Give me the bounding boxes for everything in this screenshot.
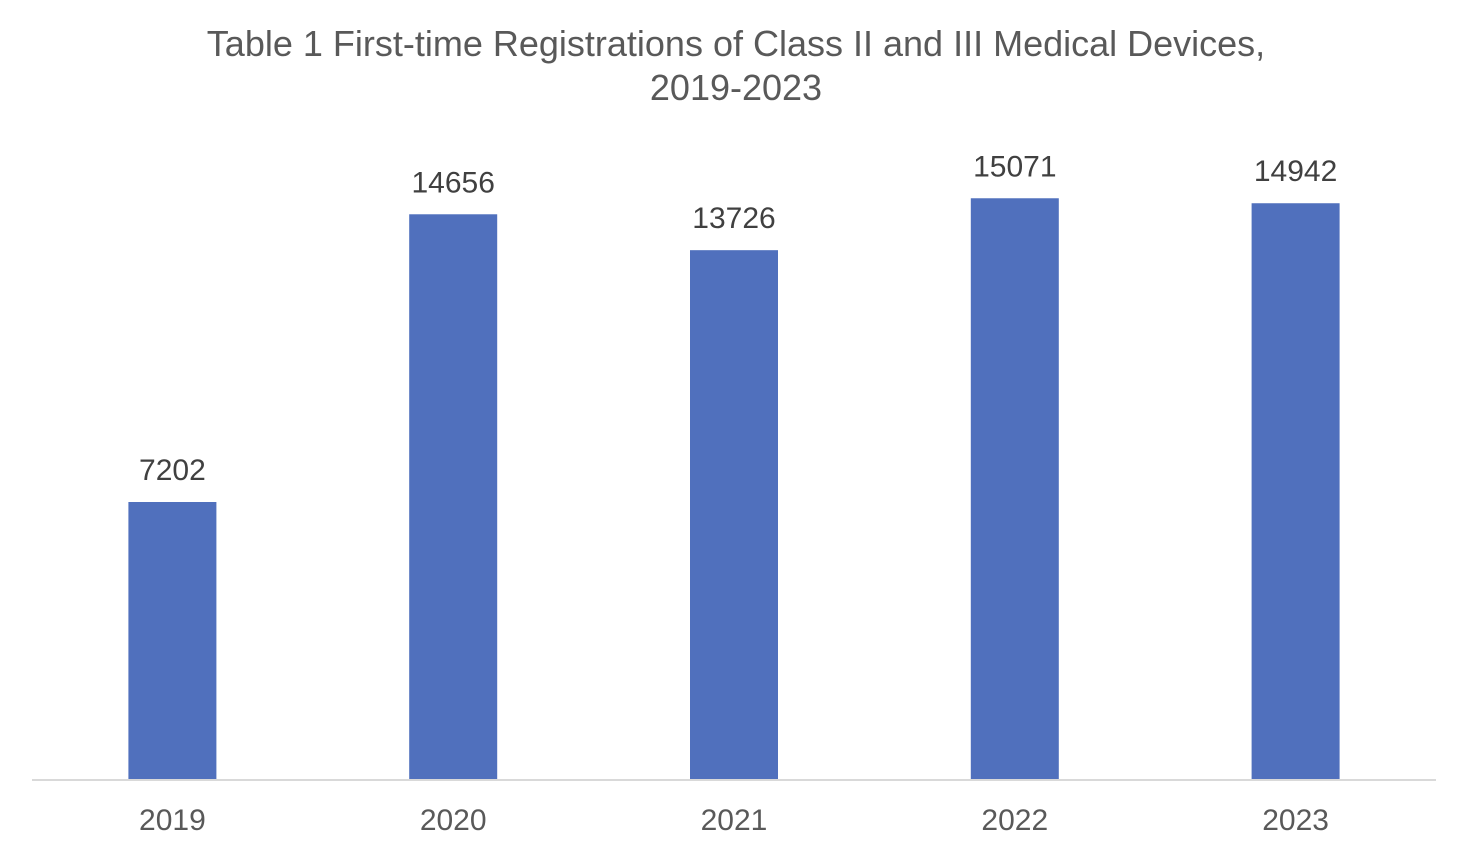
data-label-2019: 7202 bbox=[139, 454, 206, 487]
bar-2019 bbox=[128, 502, 217, 780]
chart-title-line1: Table 1 First-time Registrations of Clas… bbox=[206, 23, 1266, 64]
data-label-2023: 14942 bbox=[1254, 155, 1337, 188]
x-tick-label-2022: 2022 bbox=[981, 804, 1048, 837]
x-tick-label-2021: 2021 bbox=[701, 804, 768, 837]
x-tick-label-2020: 2020 bbox=[420, 804, 487, 837]
bar-2021 bbox=[690, 250, 778, 781]
bars-layer bbox=[128, 198, 1340, 781]
data-labels-layer: 7202 14656 13726 15071 14942 bbox=[139, 150, 1337, 487]
x-tick-labels-layer: 2019 2020 2021 2022 2023 bbox=[139, 804, 1329, 837]
data-label-2020: 14656 bbox=[411, 166, 494, 199]
bar-2020 bbox=[409, 214, 498, 781]
data-label-2021: 13726 bbox=[692, 202, 775, 235]
chart-title-line2: 2019-2023 bbox=[649, 67, 823, 108]
data-label-2022: 15071 bbox=[973, 150, 1056, 183]
x-tick-label-2019: 2019 bbox=[139, 804, 206, 837]
bar-2022 bbox=[970, 198, 1059, 780]
chart-title: Table 1 First-time Registrations of Clas… bbox=[0, 22, 1472, 110]
x-tick-label-2023: 2023 bbox=[1262, 804, 1329, 837]
bar-2023 bbox=[1251, 203, 1340, 781]
